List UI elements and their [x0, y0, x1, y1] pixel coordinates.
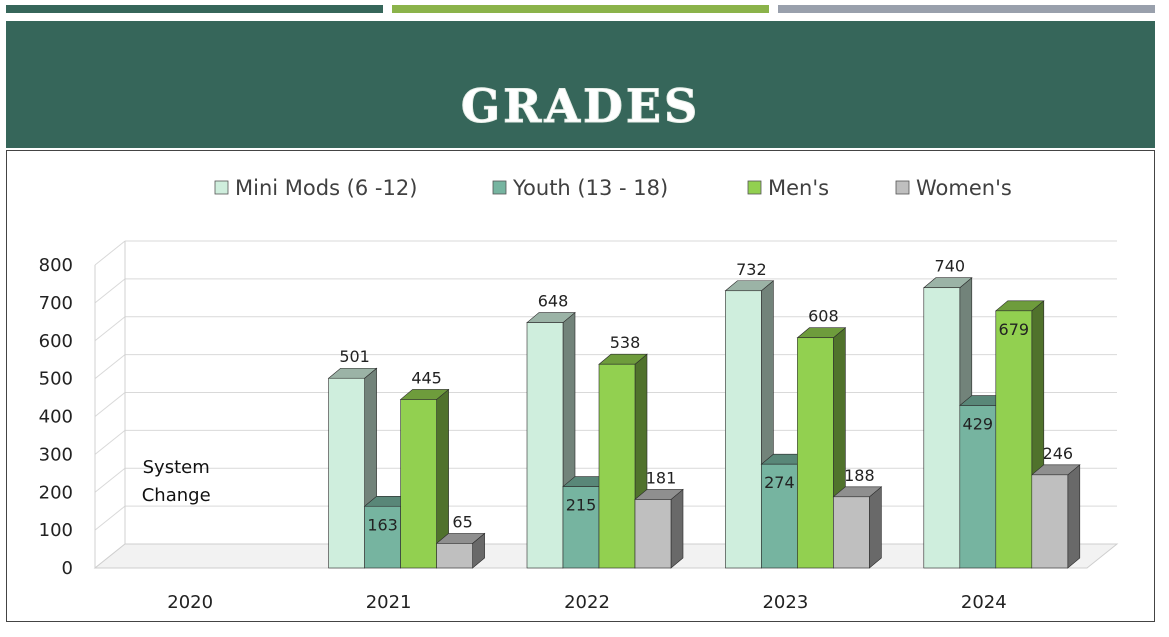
data-label: 538: [610, 333, 641, 352]
x-tick-label: 2020: [167, 592, 213, 613]
data-label: 188: [844, 466, 875, 485]
y-tick-label: 500: [39, 369, 73, 390]
x-tick-label: 2024: [961, 592, 1007, 613]
bar-side: [1067, 464, 1081, 569]
bar: [833, 496, 870, 569]
gridline-side: [94, 240, 126, 266]
x-tick-label: 2023: [762, 592, 808, 613]
x-tick-label: 2021: [366, 592, 412, 613]
bar: [328, 377, 365, 569]
bar: [761, 463, 798, 569]
data-label: 732: [736, 260, 767, 279]
data-label: 215: [566, 496, 597, 515]
title-banner: GRADES: [6, 21, 1155, 148]
data-label: 648: [538, 292, 569, 311]
y-tick-label: 0: [62, 558, 73, 579]
grades-chart: 0 100 200 300 400 500 600 700 800 Mini Mods (6 -1…: [39, 176, 1119, 613]
bar: [725, 290, 762, 569]
bar-side: [869, 486, 882, 569]
data-label: 181: [646, 468, 677, 487]
y-tick-label: 800: [39, 255, 73, 276]
gridline-side: [94, 467, 126, 493]
accent-bar-gray: [778, 5, 1155, 13]
accent-bar-green: [392, 5, 769, 13]
bar: [400, 399, 437, 569]
data-label: 429: [963, 415, 994, 434]
gridline-side: [94, 429, 126, 455]
y-tick-label: 700: [39, 293, 73, 314]
legend-label: Youth (13 - 18): [512, 176, 668, 200]
legend-label: Mini Mods (6 -12): [235, 176, 417, 200]
bar: [995, 310, 1033, 569]
data-label: 445: [411, 368, 442, 387]
annotation-text: System: [143, 457, 210, 478]
data-label: 501: [339, 347, 370, 366]
data-label: 246: [1043, 444, 1074, 463]
bar: [526, 322, 564, 569]
data-label: 65: [452, 512, 472, 531]
bar: [797, 337, 834, 569]
legend-swatch: [214, 180, 229, 195]
page-title: GRADES: [460, 79, 701, 134]
bar-side: [670, 488, 684, 569]
gridline-side: [94, 278, 126, 304]
legend-swatch: [747, 180, 762, 195]
chart-frame: 0 100 200 300 400 500 600 700 800 Mini Mods (6 -1…: [6, 150, 1155, 622]
y-tick-label: 400: [39, 407, 73, 428]
accent-bar-dark: [6, 5, 383, 13]
gridline-side: [94, 316, 126, 342]
bar: [1031, 474, 1069, 569]
gridline-side: [94, 354, 126, 380]
y-tick-label: 600: [39, 331, 73, 352]
y-tick-label: 100: [39, 520, 73, 541]
data-label: 274: [764, 473, 795, 492]
data-label: 608: [808, 307, 839, 326]
legend-swatch: [492, 180, 507, 195]
legend-swatch: [895, 180, 910, 195]
y-tick-label: 300: [39, 444, 73, 465]
x-tick-label: 2022: [564, 592, 610, 613]
legend-label: Men's: [768, 176, 829, 200]
bar: [923, 287, 961, 569]
data-label: 679: [999, 320, 1030, 339]
bar: [598, 363, 636, 569]
bar: [562, 486, 600, 569]
data-label: 163: [367, 515, 398, 534]
annotation-text: Change: [142, 485, 211, 506]
gridline-side: [94, 505, 126, 531]
data-label: 740: [935, 257, 966, 276]
legend-label: Women's: [916, 176, 1012, 200]
gridline-side: [94, 392, 126, 417]
y-tick-label: 200: [39, 482, 73, 503]
bar: [634, 499, 672, 569]
bar: [436, 543, 473, 569]
